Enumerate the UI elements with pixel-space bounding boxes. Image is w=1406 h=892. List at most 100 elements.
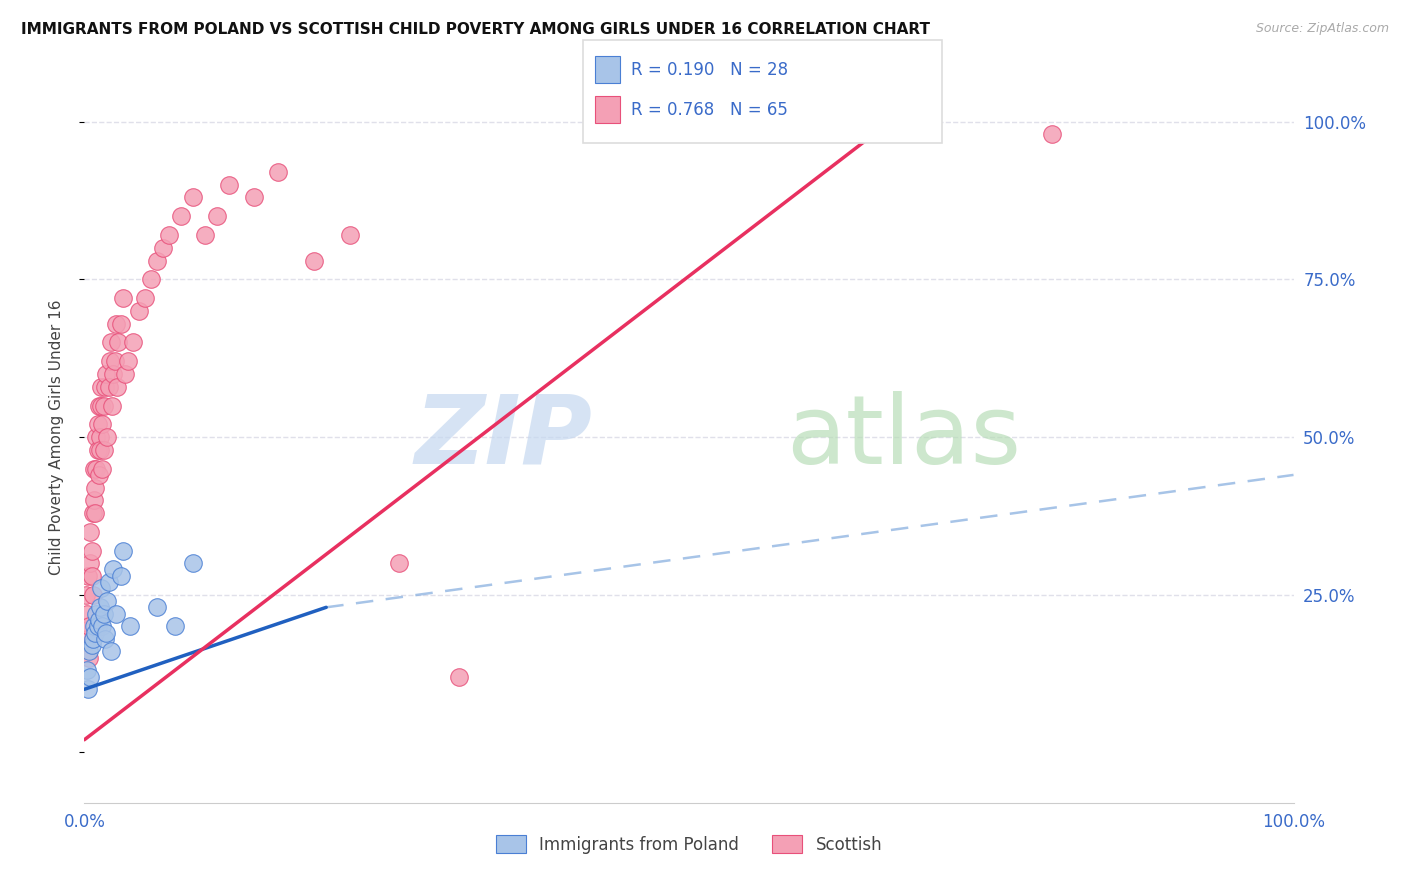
Point bbox=[93, 607, 115, 621]
Point bbox=[77, 619, 100, 633]
Point bbox=[93, 442, 115, 457]
Point bbox=[89, 430, 111, 444]
Point bbox=[242, 190, 264, 204]
Point bbox=[112, 543, 135, 558]
Point bbox=[82, 506, 104, 520]
Text: atlas: atlas bbox=[786, 391, 1021, 483]
Point bbox=[120, 619, 142, 633]
Point bbox=[80, 543, 103, 558]
Point bbox=[77, 644, 100, 658]
Point bbox=[93, 399, 115, 413]
Point bbox=[79, 670, 101, 684]
Point bbox=[76, 607, 98, 621]
Point bbox=[86, 461, 108, 475]
Point bbox=[77, 682, 100, 697]
Point bbox=[194, 228, 217, 243]
Point bbox=[94, 632, 117, 646]
Point bbox=[121, 335, 143, 350]
Point bbox=[79, 524, 101, 539]
Point bbox=[76, 664, 98, 678]
Y-axis label: Child Poverty Among Girls Under 16: Child Poverty Among Girls Under 16 bbox=[49, 300, 63, 574]
Point bbox=[84, 625, 107, 640]
Point bbox=[152, 241, 174, 255]
Legend: Immigrants from Poland, Scottish: Immigrants from Poland, Scottish bbox=[489, 829, 889, 860]
Point bbox=[107, 335, 129, 350]
Point bbox=[83, 619, 105, 633]
Point bbox=[86, 442, 108, 457]
Point bbox=[128, 304, 150, 318]
Point bbox=[181, 190, 204, 204]
Point bbox=[90, 582, 112, 596]
Point bbox=[87, 613, 110, 627]
Point bbox=[83, 461, 105, 475]
Point bbox=[97, 379, 120, 393]
Point bbox=[157, 228, 180, 243]
Point bbox=[170, 210, 193, 224]
Point bbox=[86, 430, 108, 444]
Point bbox=[94, 367, 117, 381]
Point bbox=[90, 399, 112, 413]
Point bbox=[117, 354, 139, 368]
Point bbox=[87, 399, 110, 413]
Point bbox=[83, 493, 105, 508]
Point bbox=[80, 638, 103, 652]
Point bbox=[207, 210, 229, 224]
Text: Source: ZipAtlas.com: Source: ZipAtlas.com bbox=[1256, 22, 1389, 36]
Text: IMMIGRANTS FROM POLAND VS SCOTTISH CHILD POVERTY AMONG GIRLS UNDER 16 CORRELATIO: IMMIGRANTS FROM POLAND VS SCOTTISH CHILD… bbox=[21, 22, 931, 37]
Point bbox=[80, 569, 103, 583]
Point bbox=[96, 594, 118, 608]
Point bbox=[110, 317, 132, 331]
Point bbox=[105, 379, 128, 393]
Point bbox=[104, 607, 127, 621]
Point bbox=[139, 272, 162, 286]
Point bbox=[84, 506, 107, 520]
Point bbox=[79, 556, 101, 570]
Point bbox=[449, 670, 471, 684]
Point bbox=[101, 399, 124, 413]
Point bbox=[1040, 128, 1063, 142]
Point bbox=[146, 253, 169, 268]
Point bbox=[91, 417, 114, 432]
Point bbox=[104, 354, 127, 368]
Text: R = 0.190   N = 28: R = 0.190 N = 28 bbox=[631, 61, 789, 78]
Point bbox=[104, 317, 127, 331]
Point bbox=[86, 619, 108, 633]
Point bbox=[89, 600, 111, 615]
Point bbox=[100, 644, 122, 658]
Point bbox=[110, 569, 132, 583]
Point bbox=[103, 562, 125, 576]
Point bbox=[82, 588, 104, 602]
Point bbox=[97, 575, 120, 590]
Point bbox=[82, 632, 104, 646]
Point bbox=[91, 461, 114, 475]
Point bbox=[267, 165, 290, 179]
Point bbox=[75, 588, 97, 602]
Point bbox=[114, 367, 136, 381]
Point bbox=[302, 253, 325, 268]
Point bbox=[87, 467, 110, 482]
Point bbox=[76, 632, 98, 646]
Point bbox=[77, 569, 100, 583]
Point bbox=[94, 379, 117, 393]
Point bbox=[181, 556, 204, 570]
Point bbox=[91, 619, 114, 633]
Text: R = 0.768   N = 65: R = 0.768 N = 65 bbox=[631, 101, 789, 119]
Point bbox=[100, 335, 122, 350]
Point bbox=[339, 228, 361, 243]
Point bbox=[98, 354, 121, 368]
Point bbox=[86, 607, 108, 621]
Text: ZIP: ZIP bbox=[415, 391, 592, 483]
Point bbox=[96, 430, 118, 444]
Point bbox=[146, 600, 169, 615]
Point bbox=[103, 367, 125, 381]
Point bbox=[165, 619, 187, 633]
Point bbox=[77, 650, 100, 665]
Point bbox=[134, 291, 156, 305]
Point bbox=[388, 556, 411, 570]
Point bbox=[86, 417, 108, 432]
Point bbox=[94, 625, 117, 640]
Point bbox=[90, 379, 112, 393]
Point bbox=[112, 291, 135, 305]
Point bbox=[218, 178, 240, 192]
Point bbox=[84, 481, 107, 495]
